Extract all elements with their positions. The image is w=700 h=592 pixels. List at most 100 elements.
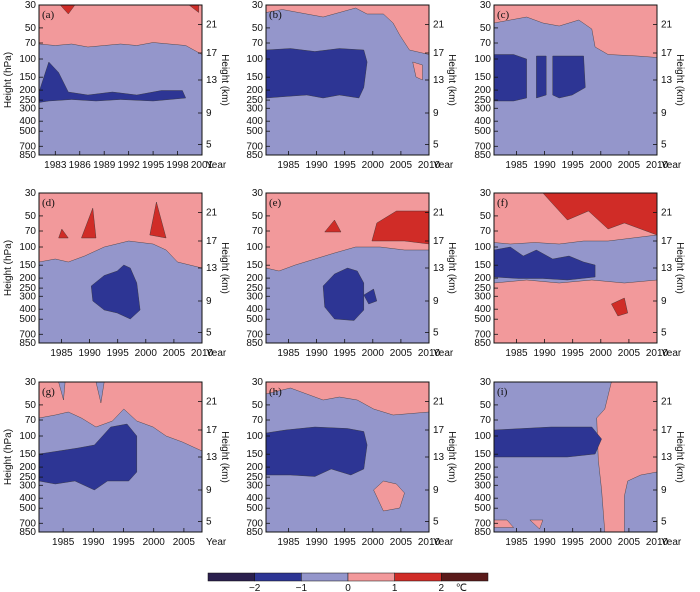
contour-band [38, 423, 138, 491]
x-tick-label: 1989 [93, 160, 116, 171]
y-tick-label: 400 [246, 304, 263, 315]
y-tick-label: 500 [19, 503, 36, 514]
x-tick-label: 2010 [646, 160, 669, 171]
colorbar-swatch [301, 572, 349, 582]
y-tick-label: 100 [474, 242, 491, 253]
y-tick-label: 850 [246, 527, 263, 538]
panel-label: (c) [497, 9, 510, 21]
y2-tick-label: 21 [206, 20, 218, 31]
y-tick-label: 300 [246, 480, 263, 491]
y-tick-label: 150 [246, 72, 263, 83]
y-tick-label: 200 [474, 85, 491, 96]
y2-tick-label: 17 [433, 425, 445, 436]
y-tick-label: 70 [480, 226, 492, 237]
y-tick-label: 100 [246, 54, 263, 65]
x-axis-title: Year [433, 348, 454, 359]
y-tick-label: 30 [252, 188, 264, 199]
x-axis-title: Year [433, 537, 454, 548]
y2-axis-title: Height (km) [446, 431, 457, 483]
y2-tick-label: 5 [433, 517, 439, 528]
contour-band [81, 207, 97, 239]
contour-band [38, 61, 186, 103]
y-tick-label: 150 [19, 449, 36, 460]
panel-label: (i) [497, 386, 508, 398]
y2-tick-label: 9 [433, 108, 439, 119]
x-axis-title: Year [206, 348, 227, 359]
y2-tick-label: 21 [206, 208, 218, 219]
x-tick-label: 1985 [50, 348, 73, 359]
y-tick-label: 300 [474, 103, 491, 114]
y2-tick-label: 21 [661, 208, 673, 219]
y2-tick-label: 21 [433, 397, 445, 408]
y-tick-label: 150 [474, 260, 491, 271]
x-axis-title: Year [206, 160, 227, 171]
x-tick-label: 1990 [533, 348, 556, 359]
x-axis-title: Year [661, 537, 682, 548]
y2-tick-label: 13 [433, 263, 445, 274]
y-tick-label: 70 [25, 415, 37, 426]
y-axis-title: Height (hPa) [3, 240, 14, 296]
y-tick-label: 70 [252, 226, 264, 237]
y-tick-label: 850 [246, 338, 263, 349]
y-tick-label: 400 [474, 304, 491, 315]
y2-tick-label: 9 [661, 108, 667, 119]
x-axis-title: Year [206, 537, 227, 548]
y-axis-title: Height (hPa) [3, 429, 14, 485]
y2-axis-title: Height (km) [446, 54, 457, 106]
x-tick-label: 1986 [69, 160, 92, 171]
x-tick-label: 1998 [166, 160, 189, 171]
y2-tick-label: 9 [206, 485, 212, 496]
y-tick-label: 50 [480, 400, 492, 411]
y-tick-label: 70 [252, 38, 264, 49]
x-tick-label: 1990 [305, 348, 328, 359]
x-tick-label: 1995 [334, 537, 357, 548]
y2-tick-label: 13 [661, 452, 673, 463]
y-tick-label: 30 [25, 188, 37, 199]
y-tick-label: 250 [246, 95, 263, 106]
x-tick-label: 2000 [590, 348, 613, 359]
y-tick-label: 30 [252, 377, 264, 388]
x-tick-label: 2005 [390, 348, 413, 359]
y-tick-label: 500 [19, 126, 36, 137]
y-axis-title: Height (hPa) [3, 52, 14, 108]
y2-tick-label: 21 [433, 20, 445, 31]
y2-axis-title: Height (km) [219, 431, 230, 483]
x-tick-label: 1985 [505, 160, 528, 171]
y2-tick-label: 5 [661, 517, 667, 528]
colorbar: −2 −1 0 1 2 ℃ [207, 572, 489, 592]
x-tick-label: 2005 [618, 537, 641, 548]
y-tick-label: 500 [246, 126, 263, 137]
x-tick-label: 1985 [505, 537, 528, 548]
contour-band [322, 267, 364, 321]
x-tick-label: 2000 [362, 537, 385, 548]
x-tick-label: 2000 [143, 537, 166, 548]
y-tick-label: 70 [25, 38, 37, 49]
y-tick-label: 300 [19, 291, 36, 302]
y-tick-label: 70 [480, 415, 492, 426]
y-tick-label: 400 [474, 116, 491, 127]
y2-tick-label: 5 [206, 140, 212, 151]
x-tick-label: 1985 [52, 537, 75, 548]
y2-tick-label: 9 [206, 108, 212, 119]
y2-tick-label: 21 [661, 20, 673, 31]
x-tick-label: 1995 [107, 348, 130, 359]
y-tick-label: 150 [19, 72, 36, 83]
y2-tick-label: 13 [433, 452, 445, 463]
y-tick-label: 200 [246, 85, 263, 96]
y-tick-label: 850 [19, 338, 36, 349]
y-tick-label: 100 [474, 431, 491, 442]
y-tick-label: 400 [19, 304, 36, 315]
y2-tick-label: 5 [661, 328, 667, 339]
panel-label: (f) [497, 197, 508, 209]
y-tick-label: 250 [246, 283, 263, 294]
y-tick-label: 50 [252, 211, 264, 222]
y-tick-label: 150 [474, 449, 491, 460]
y-tick-label: 250 [474, 95, 491, 106]
contour-band [493, 4, 658, 58]
colorbar-swatch [394, 572, 442, 582]
y-tick-label: 700 [246, 518, 263, 529]
panel-label: (d) [42, 197, 55, 209]
